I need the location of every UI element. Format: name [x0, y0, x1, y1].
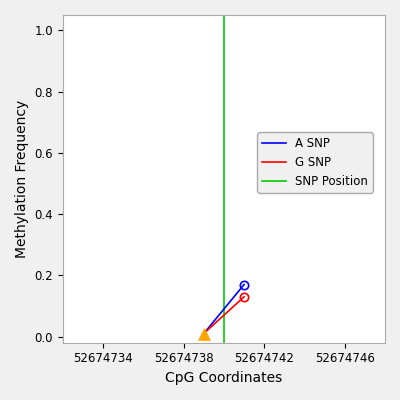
Y-axis label: Methylation Frequency: Methylation Frequency [15, 100, 29, 258]
Legend: A SNP, G SNP, SNP Position: A SNP, G SNP, SNP Position [257, 132, 373, 192]
X-axis label: CpG Coordinates: CpG Coordinates [165, 371, 282, 385]
